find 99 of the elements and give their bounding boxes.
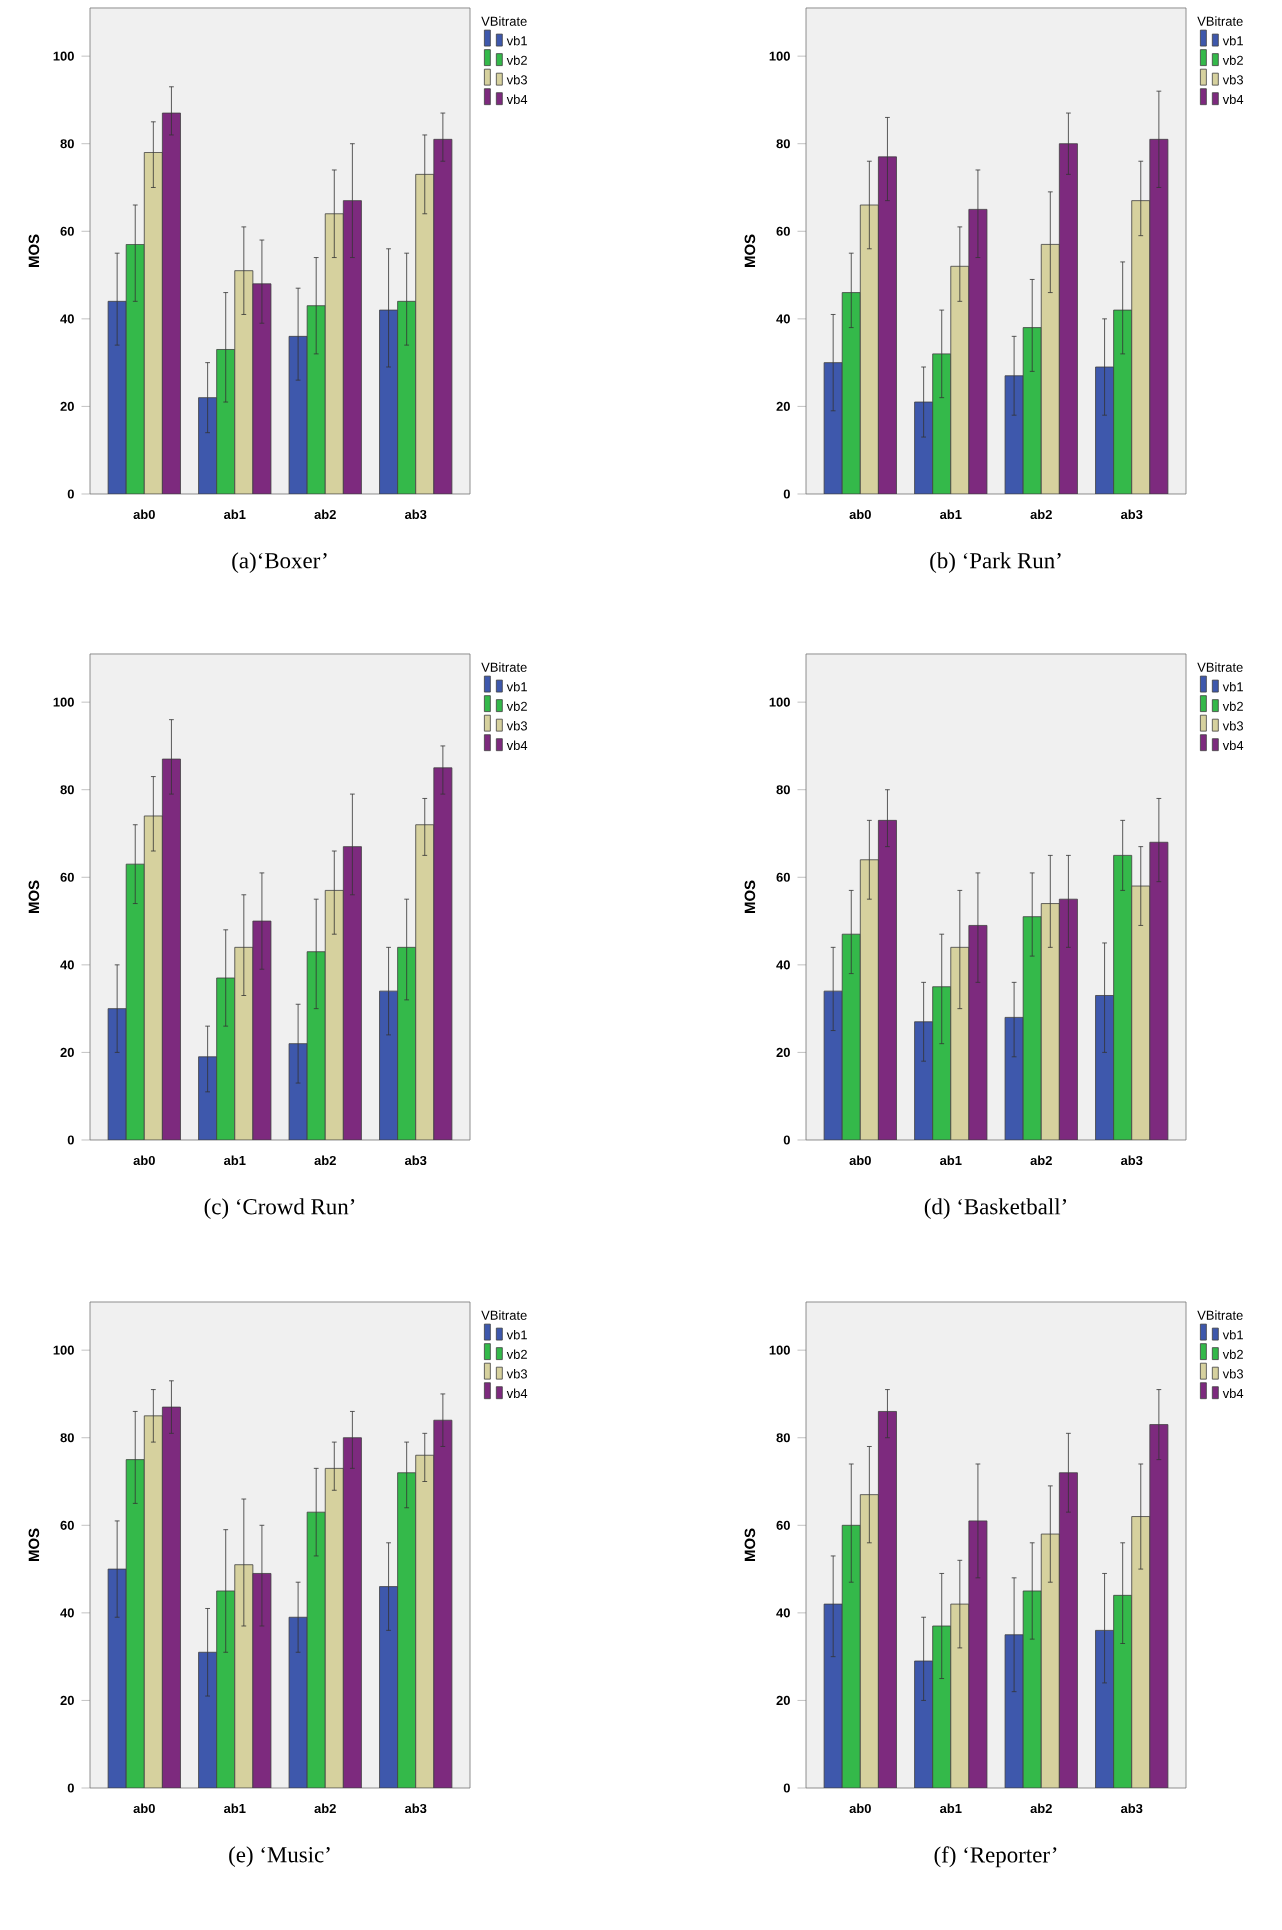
bar [1005, 1634, 1024, 1788]
bar [877, 819, 897, 1140]
bar [950, 265, 970, 494]
bar [1059, 1472, 1078, 1788]
bar [1131, 1516, 1151, 1788]
text: (a)‘Boxer’ [232, 552, 327, 574]
bar [325, 213, 344, 494]
bar [1095, 366, 1115, 494]
bar [415, 1454, 435, 1788]
bar [307, 1512, 326, 1788]
bar [841, 933, 861, 1140]
bar [950, 1603, 970, 1788]
bar [1149, 1424, 1169, 1788]
bar [198, 1651, 218, 1788]
bar [1113, 1594, 1133, 1788]
bar [932, 1625, 952, 1788]
bar [1023, 916, 1042, 1140]
bar [841, 292, 861, 494]
bar [343, 1437, 362, 1788]
bar [198, 1056, 218, 1140]
bar [125, 244, 145, 494]
bar [343, 846, 362, 1140]
bar [379, 990, 399, 1140]
bar [859, 859, 879, 1140]
bar [1005, 375, 1024, 494]
bar [433, 138, 453, 494]
bar [914, 401, 934, 494]
bar [252, 920, 272, 1140]
bar [932, 986, 952, 1140]
bar [379, 1586, 399, 1788]
bar [143, 152, 163, 494]
bar [161, 758, 181, 1140]
bar [325, 890, 344, 1140]
bar [252, 1573, 272, 1788]
bar [1131, 885, 1151, 1140]
bar [877, 1411, 897, 1788]
bar [823, 1603, 843, 1788]
bar [1041, 1534, 1060, 1788]
bar [397, 300, 417, 494]
bar [433, 1419, 453, 1788]
bar [325, 1468, 344, 1788]
bar [107, 1568, 127, 1788]
bar [343, 200, 362, 494]
bar [914, 1021, 934, 1140]
text: (c) ‘Crowd Run’ [204, 1198, 355, 1220]
bar [379, 309, 399, 494]
bar [216, 1590, 236, 1788]
bar [125, 1459, 145, 1788]
text: (e) ‘Music’ [229, 1846, 330, 1868]
bar [841, 1524, 861, 1788]
bar [107, 1008, 127, 1140]
bar [161, 1406, 181, 1788]
bar [433, 767, 453, 1140]
bar [950, 946, 970, 1140]
bar [1149, 138, 1169, 494]
bar [397, 946, 417, 1140]
text: (b) ‘Park Run’ [930, 552, 1061, 574]
bar [968, 925, 988, 1140]
bar [1041, 903, 1060, 1140]
bar [1131, 200, 1151, 494]
bar [1005, 1017, 1024, 1140]
bar [1059, 899, 1078, 1140]
bar [415, 173, 435, 494]
bar [216, 349, 236, 494]
bar [1095, 995, 1115, 1140]
bar [415, 824, 435, 1140]
bar [823, 362, 843, 494]
bar [859, 1494, 879, 1788]
bar [1059, 143, 1078, 494]
bar [1113, 854, 1133, 1140]
bar [1041, 244, 1060, 494]
bar [125, 863, 145, 1140]
bar [968, 1520, 988, 1788]
bar [823, 990, 843, 1140]
bar [107, 300, 127, 494]
bar [216, 977, 236, 1140]
bar [968, 208, 988, 494]
bar [877, 156, 897, 494]
bar [1113, 309, 1133, 494]
text: (f) ‘Reporter’ [934, 1846, 1057, 1868]
bar [859, 204, 879, 494]
bar [914, 1660, 934, 1788]
bar [143, 1415, 163, 1788]
bar [307, 951, 326, 1140]
bar [307, 305, 326, 494]
bar [234, 1564, 254, 1788]
text: (d) ‘Basketball’ [924, 1198, 1067, 1220]
bar [143, 815, 163, 1140]
bar [161, 112, 181, 494]
bar [1023, 1590, 1042, 1788]
bar [932, 353, 952, 494]
bar [1095, 1629, 1115, 1788]
bar [234, 270, 254, 494]
bar [234, 946, 254, 1140]
bar [1149, 841, 1169, 1140]
bar [252, 283, 272, 494]
bar [1023, 327, 1042, 494]
bar [198, 397, 218, 494]
bar [397, 1472, 417, 1788]
